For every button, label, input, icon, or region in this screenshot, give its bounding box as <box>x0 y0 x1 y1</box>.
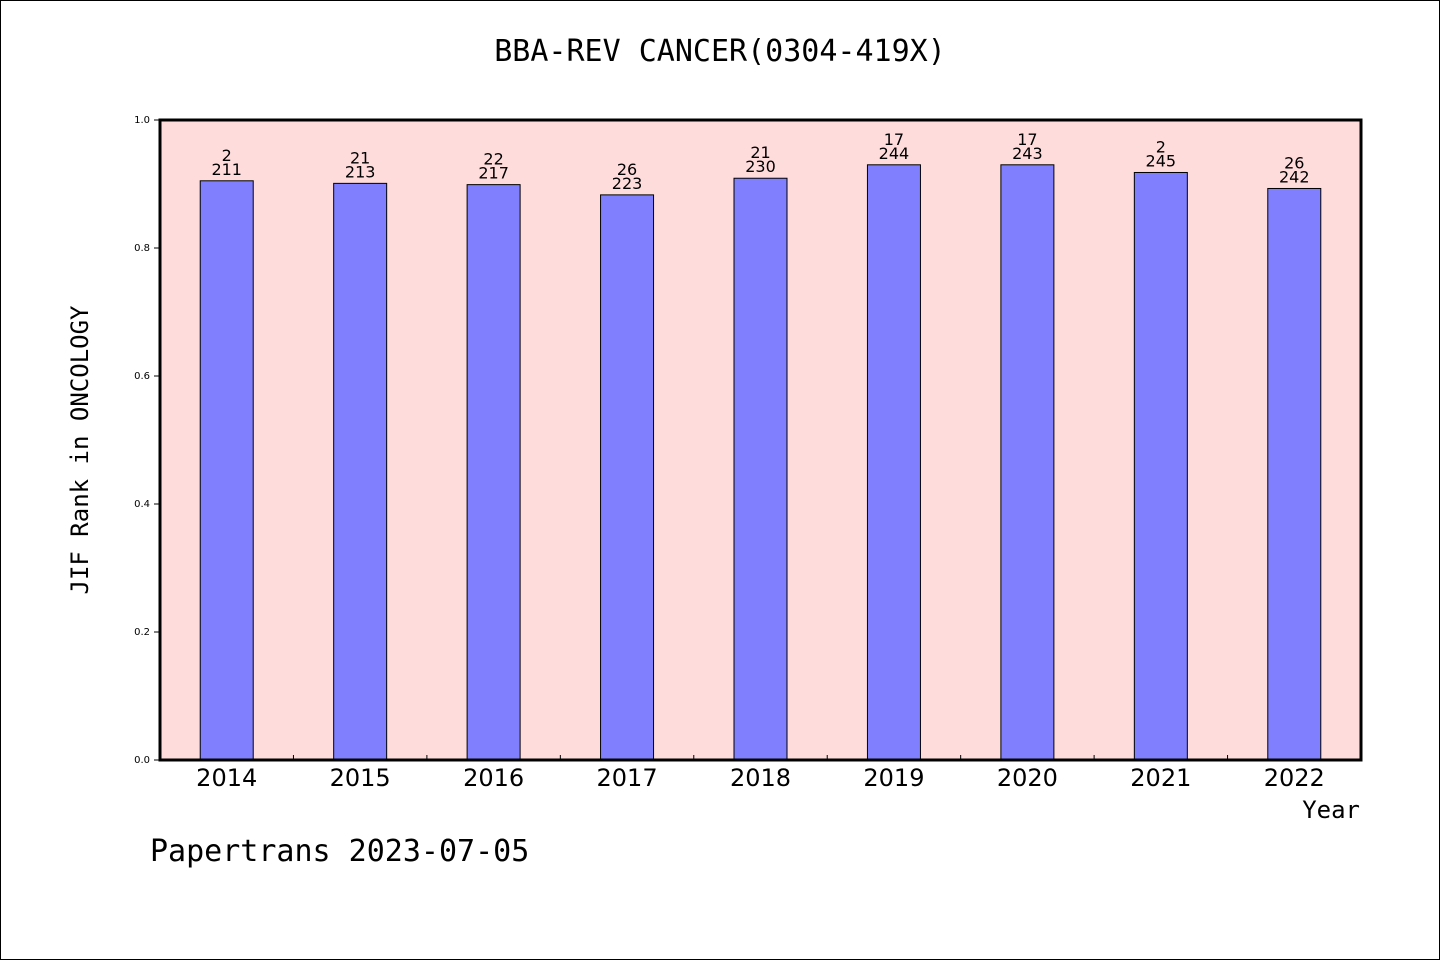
bar-rank-label: 26 <box>1284 153 1304 172</box>
plot-border <box>158 118 1363 762</box>
bar-total-label: 242 <box>1279 167 1310 186</box>
bar-2016 <box>466 184 521 761</box>
y-tick-label: 0.2 <box>134 627 150 638</box>
bar-rank-label: 22 <box>483 150 503 169</box>
bar-total-label: 213 <box>345 162 376 181</box>
bar-total-label: 244 <box>879 144 910 163</box>
x-tick-label: 2015 <box>330 764 391 792</box>
bar-total-label: 243 <box>1012 144 1043 163</box>
bar-2021 <box>1133 171 1188 761</box>
bar-total-label: 211 <box>211 160 242 179</box>
x-tick-label: 2016 <box>463 764 524 792</box>
bar-total-label: 245 <box>1146 151 1177 170</box>
bar-rank-label: 17 <box>884 130 904 149</box>
bar-total-label: 223 <box>612 174 643 193</box>
y-tick-label: 0.0 <box>134 755 150 766</box>
bar-rank-label: 21 <box>350 148 370 167</box>
bar-2022 <box>1267 187 1322 761</box>
y-tick-label: 0.6 <box>134 371 150 382</box>
footer-credit: Papertrans 2023-07-05 <box>150 834 530 869</box>
y-tick-label: 0.8 <box>134 243 150 254</box>
bar-rank-label: 21 <box>750 143 770 162</box>
bar-2018 <box>733 177 788 761</box>
bar-total-label: 230 <box>745 157 776 176</box>
bar-total-label: 217 <box>478 164 509 183</box>
bar-rank-label: 2 <box>1156 137 1166 156</box>
bar-2020 <box>1000 164 1055 761</box>
bar-rank-label: 26 <box>617 160 637 179</box>
bar-rank-label: 17 <box>1017 130 1037 149</box>
chart-title: BBA-REV CANCER(0304-419X) <box>494 34 946 69</box>
y-tick-label: 0.4 <box>134 499 150 510</box>
bar-2019 <box>866 164 921 761</box>
bar-2015 <box>333 182 388 761</box>
y-tick-label: 1.0 <box>134 115 150 126</box>
bar-2017 <box>600 194 655 761</box>
x-tick-label: 2020 <box>997 764 1058 792</box>
bar-2014 <box>199 180 254 761</box>
x-tick-label: 2021 <box>1130 764 1191 792</box>
x-tick-label: 2014 <box>196 764 257 792</box>
x-axis-label: Year <box>1302 796 1360 824</box>
bar-rank-label: 2 <box>222 146 232 165</box>
x-tick-label: 2018 <box>730 764 791 792</box>
x-tick-label: 2017 <box>597 764 658 792</box>
x-tick-label: 2019 <box>863 764 924 792</box>
x-tick-label: 2022 <box>1264 764 1325 792</box>
